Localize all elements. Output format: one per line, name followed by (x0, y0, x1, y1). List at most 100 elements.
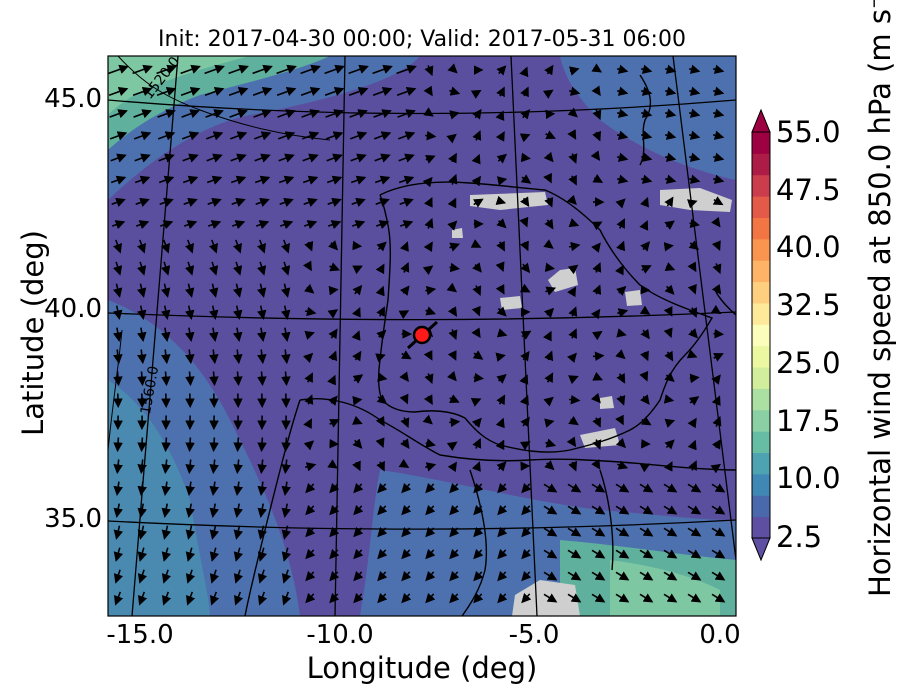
wind-arrow (446, 370, 457, 382)
wind-arrow (183, 197, 198, 207)
wind-arrow (113, 569, 124, 584)
wind-arrow (353, 548, 364, 560)
wind-arrow (230, 175, 247, 185)
wind-arrow (206, 175, 223, 185)
wind-arrow (374, 175, 391, 185)
wind-arrow (257, 547, 268, 562)
wind-arrow (591, 483, 606, 493)
wind-arrow (348, 86, 369, 97)
wind-arrow (327, 309, 339, 319)
wind-arrow (617, 308, 629, 318)
wind-arrow (399, 220, 414, 230)
wind-arrow (161, 459, 171, 475)
wind-arrow (138, 591, 148, 606)
wind-arrow (591, 85, 601, 97)
wind-arrow (447, 220, 458, 231)
wind-arrow (687, 283, 697, 295)
wind-arrow (446, 282, 458, 293)
wind-arrow (304, 372, 313, 384)
wind-arrow (592, 262, 602, 273)
wind-arrow (711, 439, 722, 450)
wind-arrow (688, 328, 698, 339)
wind-arrow (376, 329, 387, 340)
wind-arrow (209, 305, 219, 320)
wind-arrow (185, 547, 196, 562)
wind-arrow (544, 418, 555, 428)
wind-arrow (425, 592, 436, 604)
wind-arrow (665, 174, 677, 184)
wind-arrow (329, 504, 340, 516)
colorbar-label-text: Horizontal wind speed at 850.0 hPa (m s (863, 9, 897, 597)
wind-arrow (472, 262, 482, 273)
wind-arrow (232, 239, 243, 254)
wind-arrow (569, 86, 581, 96)
wind-arrow (209, 437, 219, 453)
wind-arrow (689, 373, 700, 384)
wind-arrow (375, 437, 385, 448)
wind-arrow (377, 592, 388, 604)
wind-arrow (567, 264, 579, 275)
wind-arrow (520, 196, 530, 208)
wind-arrow (544, 64, 554, 76)
wind-arrow (689, 64, 701, 74)
wind-arrow (376, 241, 387, 252)
wind-arrow (277, 109, 296, 119)
wind-arrow (664, 220, 675, 230)
wind-arrow (591, 242, 601, 253)
wind-arrow (161, 371, 171, 387)
wind-arrow (185, 327, 195, 342)
wind-arrow (521, 570, 532, 582)
wind-arrow (665, 152, 677, 162)
wind-arrow (184, 261, 195, 276)
wind-arrow (207, 197, 222, 207)
wind-arrow (348, 64, 369, 75)
wind-arrow (209, 371, 219, 387)
wind-arrow (233, 349, 243, 365)
wind-arrow (496, 153, 508, 164)
wind-arrow (305, 526, 316, 538)
wind-arrow (160, 261, 171, 276)
wind-arrow (136, 283, 147, 298)
colorbar-segment (752, 388, 770, 411)
wind-arrow (543, 330, 552, 342)
map-frame (107, 55, 737, 617)
wind-arrow (544, 350, 554, 362)
colorbar-tick-label: 10.0 (776, 461, 841, 495)
wind-arrow (543, 239, 554, 249)
wind-arrow (591, 571, 606, 581)
wind-arrow (663, 571, 678, 581)
colorbar-tick-label: 40.0 (776, 230, 841, 264)
wind-arrow (592, 109, 602, 121)
wind-arrow (447, 461, 457, 473)
wind-arrow (520, 262, 531, 274)
wind-arrow (373, 109, 392, 119)
wind-arrow (567, 593, 582, 603)
wind-arrow (471, 327, 481, 339)
wind-arrow (185, 569, 196, 584)
wind-arrow (520, 330, 532, 340)
wind-arrow (591, 549, 606, 559)
wind-arrow (161, 547, 172, 562)
colorbar-segment (752, 367, 770, 389)
wind-arrow (639, 220, 649, 231)
wind-arrow (567, 286, 577, 298)
wind-arrow (448, 152, 457, 164)
wind-arrow (449, 570, 460, 582)
wind-arrow (543, 571, 558, 581)
wind-arrow (349, 109, 368, 119)
wind-arrow (545, 438, 557, 448)
wind-arrow (186, 591, 196, 606)
wind-arrow (397, 131, 416, 141)
wind-arrow (209, 459, 219, 475)
wind-arrow (377, 570, 388, 582)
wind-arrow (592, 351, 605, 362)
wind-arrow (137, 569, 148, 584)
wind-arrow (304, 394, 314, 405)
wind-vectors (108, 63, 726, 606)
wind-arrow (520, 416, 530, 428)
wind-arrow (185, 305, 195, 320)
wind-arrow (352, 460, 361, 472)
wind-arrow (327, 220, 342, 230)
colorbar-segment (752, 260, 770, 283)
